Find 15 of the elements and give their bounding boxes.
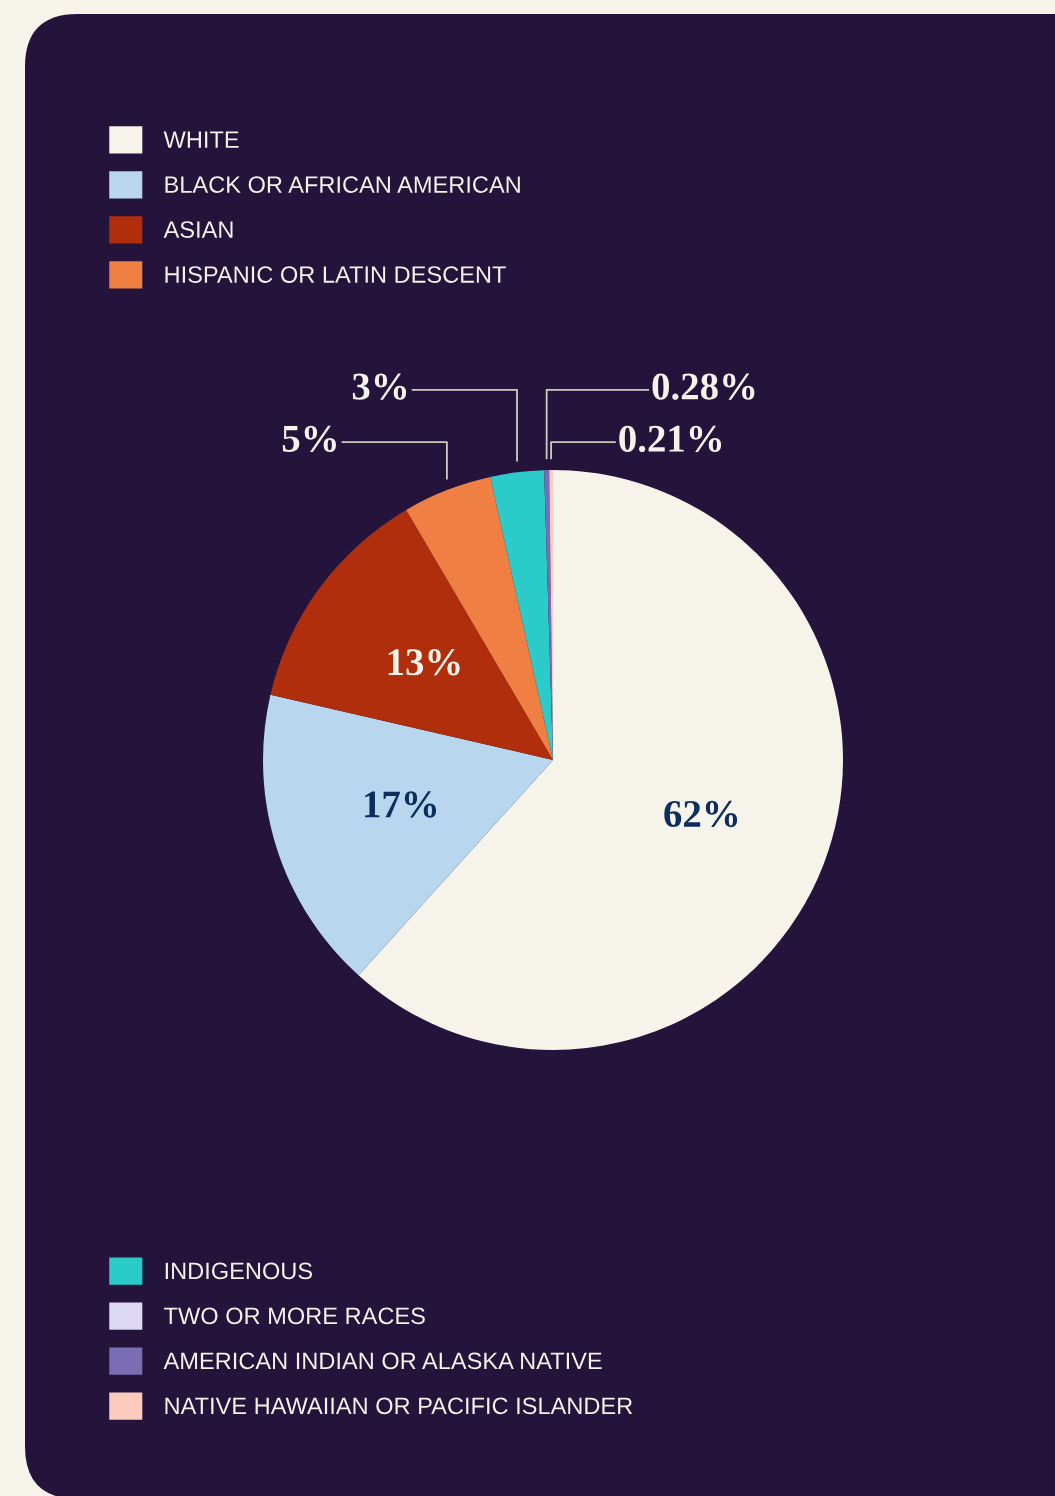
data-label: 3%	[352, 373, 407, 400]
data-label: 0.21%	[619, 425, 722, 453]
legend-label: ASIAN	[163, 221, 233, 238]
data-label: 62%	[664, 800, 738, 828]
legend-label: AMERICAN INDIAN OR ALASKA NATIVE	[163, 1352, 602, 1370]
data-label: 13%	[388, 649, 460, 676]
legend-label: WHITE	[163, 131, 239, 148]
legend-label: TWO OR MORE RACES	[164, 1307, 425, 1325]
legend-label: BLACK OR AFRICAN AMERICAN	[165, 176, 520, 193]
legend-label: NATIVE HAWAIIAN OR PACIFIC ISLANDER	[165, 1397, 633, 1415]
data-label: 5%	[282, 425, 336, 453]
data-label: 0.28%	[652, 373, 755, 400]
data-label: 17%	[365, 791, 437, 818]
legend-label: INDIGENOUS	[165, 1262, 313, 1280]
legend-label: HISPANIC OR LATIN DESCENT	[165, 266, 506, 283]
